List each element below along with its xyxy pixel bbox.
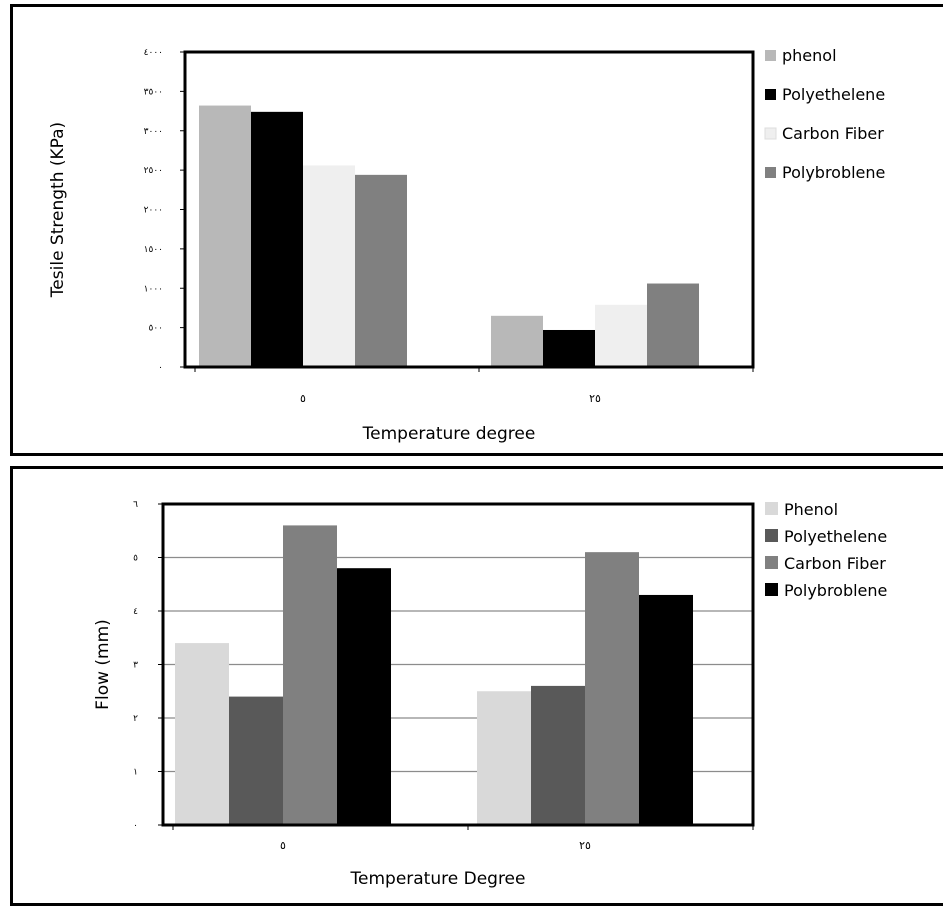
x-axis-title: Temperature Degree <box>350 869 526 889</box>
flow-chart-panel: ٥ ٢٥ ٠ ١ ٢ ٣ ٤ ٥ ٦ Temperature Degree Flow (mm) Phe… <box>10 466 943 906</box>
legend-label: Phenol <box>784 500 838 519</box>
bar-polyethelene-0 <box>229 696 283 825</box>
y-axis-title: Tesile Strength (KPa) <box>48 122 68 298</box>
x-tick-label: ٥ <box>300 392 306 405</box>
legend-swatch <box>765 529 778 542</box>
bar-polyethelene-0 <box>251 111 303 367</box>
bar-polybroblene-0 <box>337 568 391 825</box>
legend-swatch <box>764 127 777 140</box>
x-tick-label: ٢٥ <box>579 839 591 852</box>
y-tick-label: ٢٠٠٠ <box>144 206 163 216</box>
y-tick-label: ٣٥٠٠ <box>144 87 163 97</box>
legend-swatch <box>765 556 778 569</box>
legend-label: Carbon Fiber <box>782 124 884 143</box>
y-tick-label: ٠ <box>158 363 163 373</box>
x-axis-title: Temperature degree <box>362 424 536 444</box>
x-tick-label: ٥ <box>280 839 286 852</box>
bar-polyethelene-1 <box>543 329 595 367</box>
bar-phenol-1 <box>491 315 543 367</box>
y-tick-label: ٤ <box>133 607 138 617</box>
legend-label: Polybroblene <box>782 163 885 182</box>
bar-phenol-1 <box>477 691 531 825</box>
bar-polybroblene-1 <box>639 594 693 825</box>
bar-carbon-fiber-1 <box>585 552 639 825</box>
tensile-strength-chart: ٥ ٢٥ ٠ ٥٠٠ ١٠٠٠ ١٥٠٠ ٢٠٠٠ ٢٥٠٠ ٣٠٠٠ ٣٥٠٠ ٤٠٠٠ Tempe… <box>48 46 885 444</box>
y-tick-label: ٤٠٠٠ <box>144 48 163 58</box>
legend-swatch <box>765 50 776 61</box>
bar-polyethelene-1 <box>531 685 585 825</box>
y-tick-label: ١٠٠٠ <box>144 284 163 294</box>
legend-label: Polyethelene <box>782 85 885 104</box>
bar-phenol-0 <box>199 105 251 368</box>
legend-swatch <box>765 502 778 515</box>
y-tick-label: ٣ <box>133 661 138 671</box>
y-tick-label: ٢ <box>133 714 138 724</box>
bar-carbon-fiber-0 <box>303 165 355 367</box>
y-tick-label: ٠ <box>133 821 138 831</box>
y-tick-label: ١٥٠٠ <box>144 245 163 255</box>
legend-label: Polybroblene <box>784 581 887 600</box>
y-tick-label: ٢٥٠٠ <box>144 166 163 176</box>
legend-label: phenol <box>782 46 837 65</box>
bar-polybroblene-1 <box>647 283 699 367</box>
y-tick-label: ٦ <box>133 500 138 510</box>
y-tick-label: ٥٠٠ <box>148 324 163 334</box>
flow-chart: ٥ ٢٥ ٠ ١ ٢ ٣ ٤ ٥ ٦ Temperature Degree Flow (mm) Phe… <box>93 500 887 889</box>
tensile-strength-chart-panel: ٥ ٢٥ ٠ ٥٠٠ ١٠٠٠ ١٥٠٠ ٢٠٠٠ ٢٥٠٠ ٣٠٠٠ ٣٥٠٠ ٤٠٠٠ Tempe… <box>10 4 943 456</box>
y-tick-label: ٣٠٠٠ <box>144 127 163 137</box>
y-axis-title: Flow (mm) <box>93 619 113 710</box>
x-tick-label: ٢٥ <box>589 392 601 405</box>
legend-swatch <box>765 167 776 178</box>
legend-swatch <box>765 583 778 596</box>
y-tick-label: ١ <box>133 768 138 778</box>
legend-label: Polyethelene <box>784 527 887 546</box>
bar-carbon-fiber-1 <box>595 304 647 367</box>
bar-polybroblene-0 <box>355 174 407 367</box>
legend-label: Carbon Fiber <box>784 554 886 573</box>
legend-swatch <box>765 89 776 100</box>
y-tick-label: ٥ <box>133 554 138 564</box>
bar-carbon-fiber-0 <box>283 525 337 825</box>
bar-phenol-0 <box>175 643 229 825</box>
